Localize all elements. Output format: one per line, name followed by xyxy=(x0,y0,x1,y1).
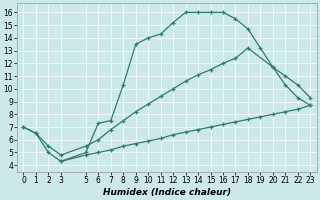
X-axis label: Humidex (Indice chaleur): Humidex (Indice chaleur) xyxy=(103,188,231,197)
